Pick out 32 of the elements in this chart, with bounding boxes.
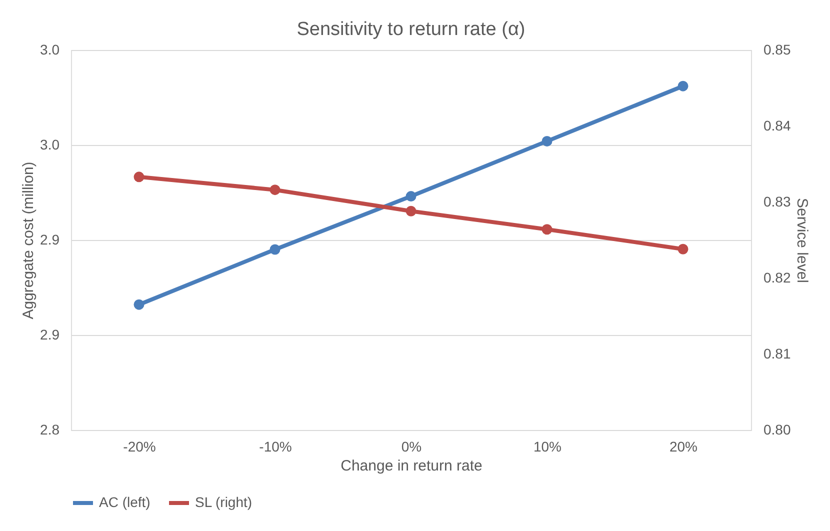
y-tick-label: 2.8 — [40, 422, 60, 438]
point — [542, 224, 552, 235]
point — [406, 191, 416, 202]
y-tick-label: 2.9 — [40, 326, 60, 342]
y2-tick-label: 0.80 — [764, 422, 791, 438]
legend-label: AC (left) — [99, 494, 150, 510]
y-tick-label: 3.0 — [40, 136, 60, 152]
point — [678, 80, 688, 92]
point — [134, 172, 144, 182]
point — [406, 206, 416, 216]
y2-tick-label: 0.83 — [764, 194, 791, 210]
legend-label: SL (right) — [195, 494, 252, 510]
chart-title: Sensitivity to return rate (α) — [296, 19, 526, 40]
y2-tick-label: 0.82 — [764, 270, 791, 286]
point — [134, 299, 144, 310]
x-tick-label: -10% — [259, 438, 292, 454]
x-tick-label: 10% — [533, 438, 562, 454]
x-tick-label: -20% — [123, 438, 156, 454]
y2-tick-label: 0.85 — [764, 42, 791, 58]
y2-axis-title: Service level — [794, 198, 811, 284]
y2-tick-label: 0.84 — [764, 118, 791, 134]
point — [270, 184, 280, 196]
y-tick-label: 2.9 — [40, 232, 60, 248]
point — [542, 136, 552, 146]
y2-tick-label: 0.81 — [764, 346, 791, 362]
y-tick-label: 3.0 — [40, 42, 60, 58]
point — [678, 244, 688, 254]
y-axis-title: Aggregate cost (million) — [20, 162, 38, 320]
x-tick-label: 0% — [401, 438, 422, 454]
point — [270, 244, 280, 255]
x-axis-title: Change in return rate — [340, 458, 482, 474]
x-tick-label: 20% — [669, 438, 698, 454]
